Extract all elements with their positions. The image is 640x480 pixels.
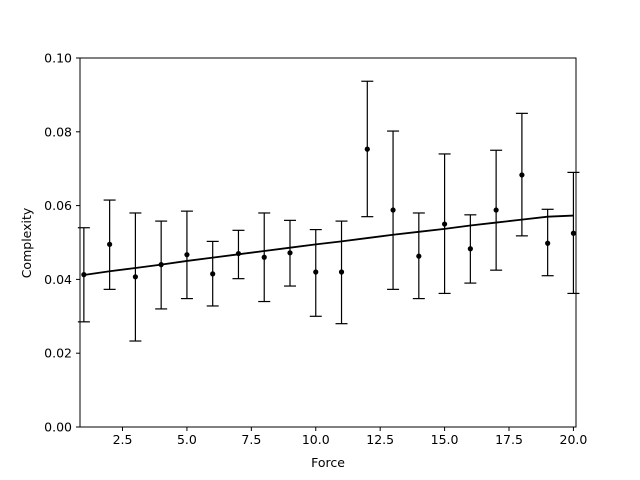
data-point xyxy=(107,241,113,247)
data-point xyxy=(364,146,370,152)
data-point xyxy=(390,207,396,213)
data-point-group xyxy=(206,240,219,307)
x-tick-label: 10.0 xyxy=(302,432,330,447)
data-point xyxy=(441,221,448,227)
data-point-group xyxy=(180,210,193,300)
data-point-group xyxy=(361,80,374,218)
y-tick-label: 0.10 xyxy=(44,51,72,66)
axes-frame xyxy=(79,57,577,428)
data-point-group xyxy=(541,208,554,277)
fit-line xyxy=(83,214,574,276)
data-point xyxy=(235,250,242,257)
x-tick-label: 2.5 xyxy=(113,432,133,447)
x-tick-label: 5.0 xyxy=(177,432,197,447)
data-point-group xyxy=(232,229,245,280)
x-axis-label: Force xyxy=(311,455,345,470)
data-point-group xyxy=(129,212,142,342)
data-point xyxy=(416,253,422,259)
data-point xyxy=(261,254,267,260)
y-tick-label: 0.04 xyxy=(44,272,72,287)
data-point-group xyxy=(490,149,503,271)
data-point xyxy=(132,274,138,280)
data-point-group xyxy=(283,219,296,287)
data-point xyxy=(210,271,216,277)
x-tick-label: 15.0 xyxy=(431,432,459,447)
data-point xyxy=(467,246,473,252)
data-point xyxy=(545,240,551,246)
y-tick-label: 0.00 xyxy=(44,420,72,435)
data-point-group xyxy=(155,220,168,310)
data-point-group xyxy=(515,112,528,237)
data-point-group xyxy=(309,228,322,317)
data-point xyxy=(287,250,293,256)
x-tick-label: 20.0 xyxy=(560,432,588,447)
x-tick-label: 7.5 xyxy=(241,432,261,447)
data-point xyxy=(81,272,87,278)
y-tick-label: 0.02 xyxy=(44,346,72,361)
data-point-group xyxy=(567,171,580,295)
x-tick-label: 17.5 xyxy=(495,432,523,447)
axes: 2.5 5.0 7.5 10.0 12.5 15.0 17.5 20.0 0.00 0.02 0.0… xyxy=(44,51,587,448)
plot-area xyxy=(77,80,580,342)
data-point xyxy=(519,172,525,178)
data-point-group xyxy=(103,199,116,290)
data-point-group xyxy=(464,214,477,284)
y-tick-label: 0.08 xyxy=(44,124,72,139)
data-point xyxy=(493,207,499,213)
data-point-group xyxy=(258,212,271,303)
data-point xyxy=(158,262,164,268)
y-axis-label: Complexity xyxy=(19,207,34,278)
data-point xyxy=(184,252,190,258)
data-point xyxy=(570,230,577,236)
data-point-group xyxy=(412,212,425,300)
data-point xyxy=(313,269,319,275)
data-point xyxy=(338,269,345,275)
data-point-group xyxy=(438,153,451,295)
y-tick-label: 0.06 xyxy=(44,198,72,213)
data-point-group xyxy=(335,220,348,325)
x-tick-label: 12.5 xyxy=(366,432,394,447)
data-point-group xyxy=(387,130,400,290)
